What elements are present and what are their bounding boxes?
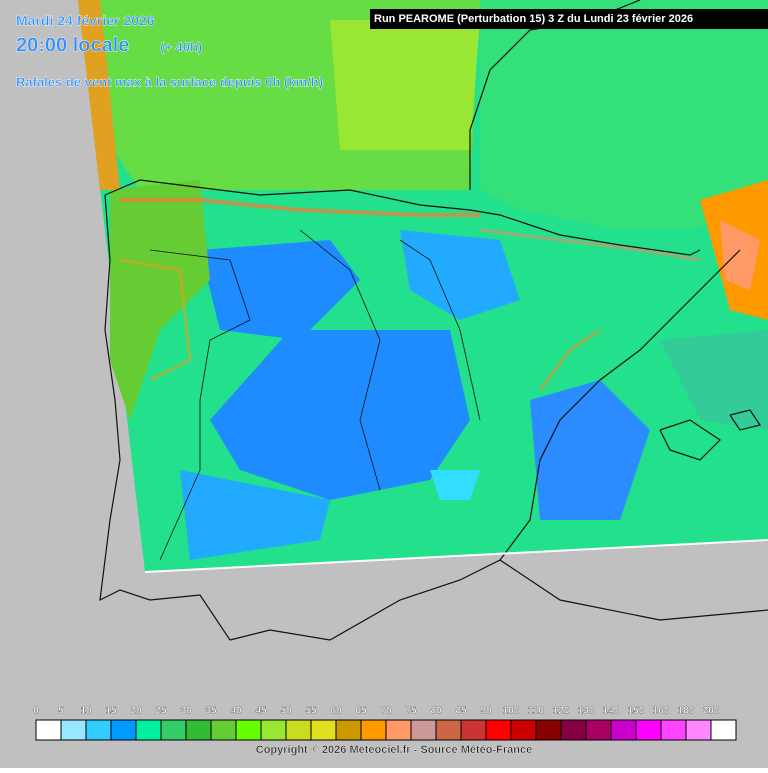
legend-label: 20	[130, 706, 142, 717]
legend-label: 35	[205, 706, 217, 717]
legend-swatch	[310, 719, 337, 741]
legend-swatch	[185, 719, 212, 741]
legend-swatch	[235, 719, 262, 741]
legend-swatch	[485, 719, 512, 741]
run-box	[370, 9, 768, 29]
legend-label: 70	[380, 706, 392, 717]
legend-label: 25	[155, 706, 167, 717]
legend-swatch	[85, 719, 112, 741]
legend-label: 55	[305, 706, 317, 717]
legend-label: 100	[503, 706, 520, 717]
legend-swatch	[360, 719, 387, 741]
copyright: Copyright © 2026 Meteociel.fr - Source M…	[256, 744, 532, 756]
legend-swatch	[35, 719, 62, 741]
parameter: Rafales de vent max à la surface depuis …	[16, 74, 323, 89]
domain-edge	[144, 539, 768, 573]
legend-swatch	[285, 719, 312, 741]
legend-label: 110	[528, 706, 545, 717]
legend-label: 5	[58, 706, 64, 717]
legend-swatch	[435, 719, 462, 741]
legend-swatch	[160, 719, 187, 741]
legend-swatch	[510, 719, 537, 741]
lead-time: (+ 40h)	[160, 39, 202, 54]
legend-swatch	[560, 719, 587, 741]
legend-label: 40	[230, 706, 242, 717]
legend-label: 10	[80, 706, 92, 717]
legend-swatch	[685, 719, 712, 741]
model-domain	[78, 0, 768, 572]
legend-label: 140	[603, 706, 620, 717]
legend-label: 80	[430, 706, 442, 717]
legend-swatch	[535, 719, 562, 741]
legend: 0 5 10 15 20 25 30 35 40 45 50 55 60 65 70 75 80 85 90 100 1…	[33, 705, 737, 741]
legend-swatch	[110, 719, 137, 741]
time: 20:00 locale	[16, 34, 129, 56]
legend-swatch	[385, 719, 412, 741]
legend-label: 15	[105, 706, 117, 717]
legend-label: 65	[355, 706, 367, 717]
legend-label: 200	[703, 706, 720, 717]
run-info: Run PEAROME (Perturbation 15) 3 Z du Lun…	[374, 13, 693, 25]
legend-swatch	[135, 719, 162, 741]
legend-swatch	[335, 719, 362, 741]
legend-label: 45	[255, 706, 267, 717]
borders	[99, 0, 768, 641]
legend-label: 160	[653, 706, 670, 717]
legend-label: 60	[330, 706, 342, 717]
legend-swatch	[585, 719, 612, 741]
legend-label: 50	[280, 706, 292, 717]
legend-swatch	[60, 719, 87, 741]
legend-swatch	[635, 719, 662, 741]
legend-label: 120	[553, 706, 570, 717]
legend-label: 130	[578, 706, 595, 717]
legend-label: 90	[480, 706, 492, 717]
legend-label: 30	[180, 706, 192, 717]
legend-label: 85	[455, 706, 467, 717]
legend-label: 180	[678, 706, 695, 717]
legend-label: 0	[33, 706, 39, 717]
legend-swatch	[460, 719, 487, 741]
legend-swatch	[210, 719, 237, 741]
legend-swatch	[410, 719, 437, 741]
legend-swatch	[660, 719, 687, 741]
date: Mardi 24 février 2026	[16, 13, 155, 29]
legend-swatch	[610, 719, 637, 741]
legend-swatch	[260, 719, 287, 741]
legend-label: 75	[405, 706, 417, 717]
legend-label: 150	[628, 706, 645, 717]
legend-swatch	[710, 719, 737, 741]
